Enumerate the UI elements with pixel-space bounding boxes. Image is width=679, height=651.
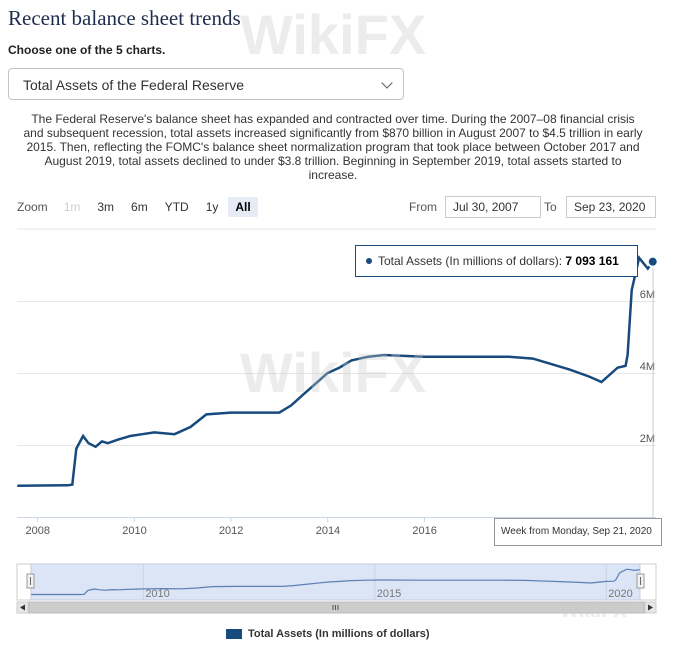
zoom-3m-button[interactable]: 3m [97, 200, 115, 214]
y-axis-labels: 2M 4M 6M [640, 289, 655, 445]
navigator-tick-label: 2020 [608, 588, 632, 600]
x-tick-label: 2008 [26, 525, 50, 537]
x-tick-label: 2012 [219, 525, 243, 537]
chart-select[interactable]: Total Assets of the Federal Reserve [8, 68, 404, 100]
scrollbar-left-arrow[interactable] [16, 601, 29, 614]
navigator-grid [142, 564, 607, 600]
y-tick-label: 2M [640, 433, 655, 445]
total-assets-line [17, 255, 654, 487]
zoom-1m-button[interactable]: 1m [63, 200, 81, 214]
scrollbar-grip-icon [332, 605, 339, 610]
legend-swatch [226, 629, 242, 639]
zoom-controls: Zoom 1m 3m 6m YTD 1y All [17, 196, 261, 218]
y-tick-label: 4M [640, 361, 655, 373]
series-dot-icon [366, 258, 372, 264]
navigator-left-handle[interactable] [26, 573, 35, 589]
zoom-1y-button[interactable]: 1y [205, 200, 219, 214]
tooltip-value: 7 093 161 [565, 254, 619, 268]
from-label: From [409, 200, 437, 214]
x-tick-label: 2014 [316, 525, 340, 537]
navigator-labels: 2010 2015 2020 [145, 588, 632, 600]
navigator-right-handle[interactable] [636, 573, 645, 589]
navigator-tick-label: 2010 [145, 588, 169, 600]
tooltip-series-label: Total Assets (In millions of dollars): [378, 254, 563, 268]
scrollbar-thumb[interactable] [28, 601, 645, 614]
zoom-6m-button[interactable]: 6m [131, 200, 148, 214]
to-date-input[interactable]: Sep 23, 2020 [566, 196, 656, 218]
x-axis-tooltip: Week from Monday, Sep 21, 2020 [494, 518, 662, 546]
grid-lines [17, 301, 656, 446]
date-range: From Jul 30, 2007 To Sep 23, 2020 [409, 196, 659, 218]
chart-select-value: Total Assets of the Federal Reserve [23, 77, 244, 93]
page-title: Recent balance sheet trends [8, 6, 241, 30]
chart-description: The Federal Reserve's balance sheet has … [23, 112, 643, 182]
zoom-label: Zoom [17, 200, 48, 214]
legend-label: Total Assets (In millions of dollars) [248, 628, 430, 640]
zoom-all-button[interactable]: All [228, 197, 258, 217]
value-tooltip: Total Assets (In millions of dollars): 7… [355, 245, 638, 277]
chart-chooser-label: Choose one of the 5 charts. [8, 43, 166, 57]
hover-point-marker [646, 255, 659, 268]
from-date-input[interactable]: Jul 30, 2007 [445, 196, 541, 218]
chart-legend[interactable]: Total Assets (In millions of dollars) [226, 628, 430, 640]
zoom-ytd-button[interactable]: YTD [164, 200, 189, 214]
navigator-series-line [31, 568, 640, 596]
y-tick-label: 6M [640, 289, 655, 301]
scrollbar-right-arrow[interactable] [644, 601, 657, 614]
x-tick-label: 2016 [412, 525, 436, 537]
x-axis-labels: 2008 2010 2012 2014 2016 [26, 525, 437, 537]
navigator-tick-label: 2015 [377, 588, 401, 600]
to-label: To [544, 200, 557, 214]
x-tick-label: 2010 [122, 525, 146, 537]
